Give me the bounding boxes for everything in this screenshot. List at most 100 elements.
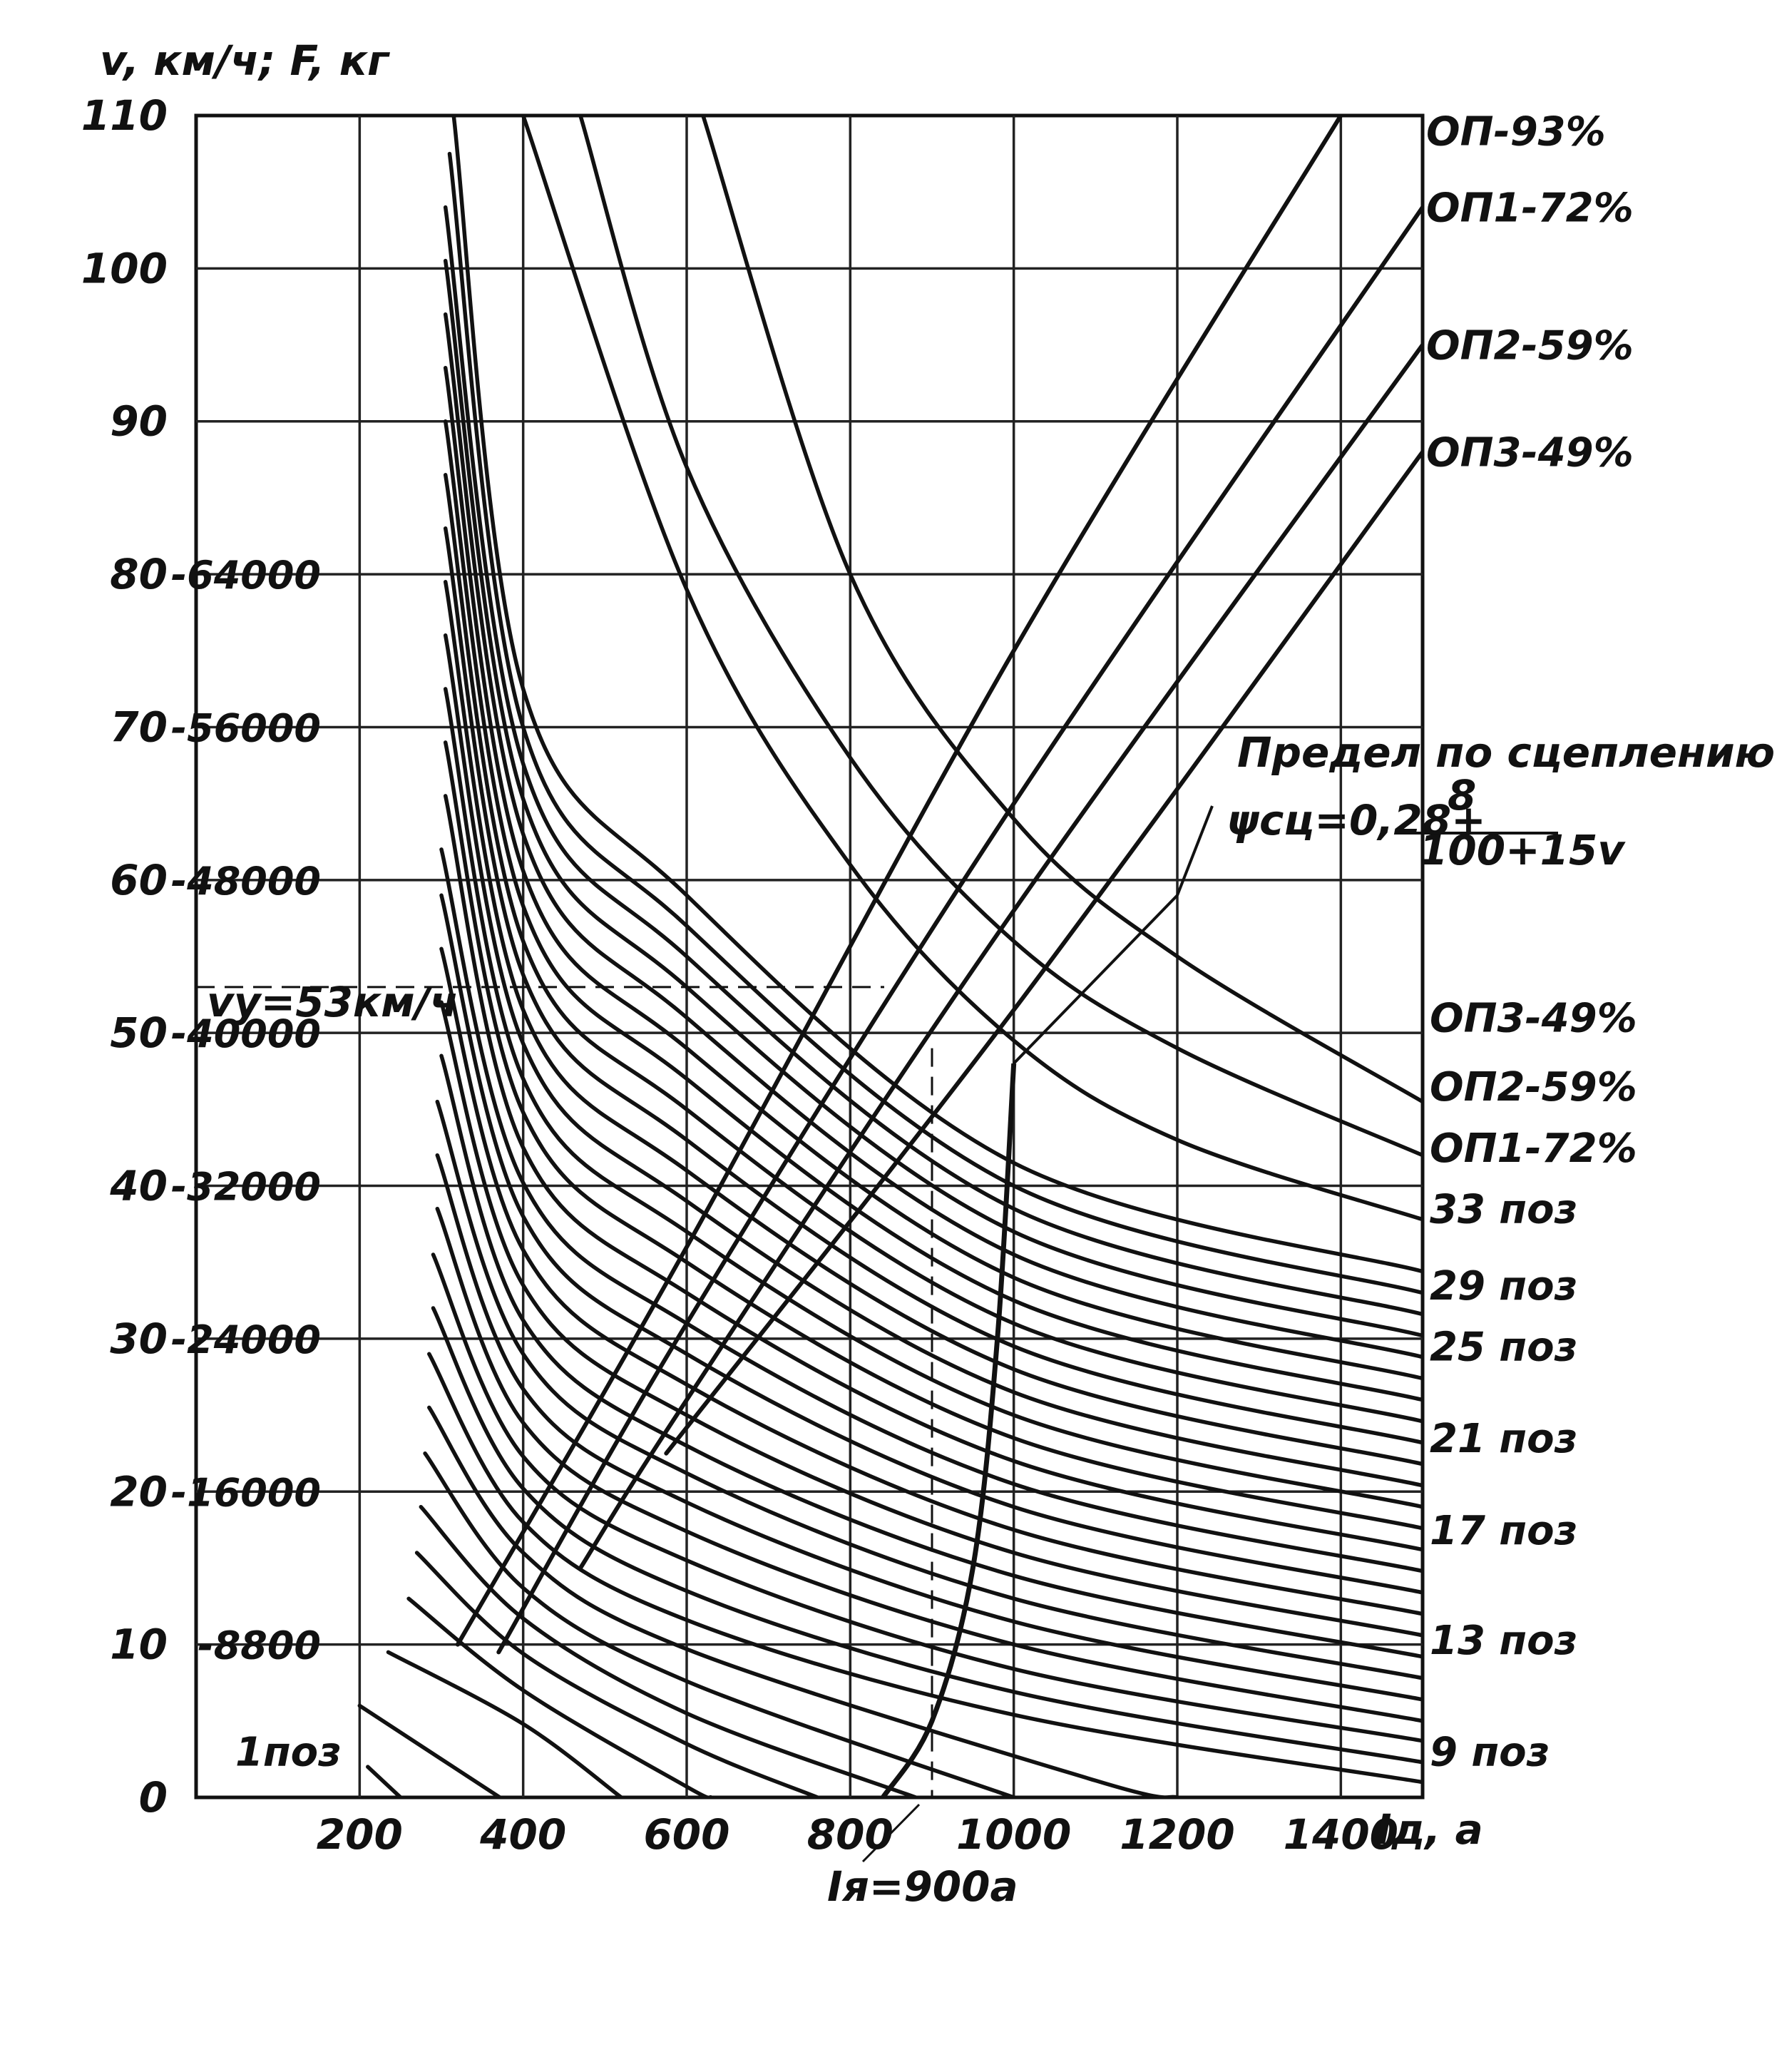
speed-curve-label: 21 поз bbox=[1430, 1416, 1577, 1462]
speed-curve bbox=[451, 116, 1423, 1274]
speed-curve bbox=[406, 1596, 714, 1797]
speed-curves bbox=[357, 116, 1423, 1797]
speed-curve bbox=[443, 526, 1423, 1445]
adhesion-formula-lhs: ψсц=0,28+ bbox=[1227, 796, 1486, 844]
speed-curve-label: 29 поз bbox=[1430, 1263, 1577, 1310]
speed-curve-label: ОП2-59% bbox=[1430, 1064, 1637, 1111]
y-tick-label: 90 bbox=[110, 397, 168, 446]
speed-curve bbox=[443, 687, 1423, 1509]
x-tick-label: 1400 bbox=[1284, 1810, 1398, 1859]
force-curves bbox=[455, 116, 1423, 1655]
y-tick-label: 0 bbox=[139, 1773, 168, 1822]
speed-curve bbox=[431, 1252, 1423, 1743]
speed-curve bbox=[443, 580, 1423, 1466]
y-tick-label: 50 bbox=[110, 1009, 168, 1057]
x-tick-label: 800 bbox=[807, 1810, 893, 1859]
y-tick-label: 10 bbox=[110, 1621, 168, 1669]
speed-curve bbox=[701, 116, 1423, 1104]
grid-lines bbox=[194, 113, 1425, 1800]
speed-curve bbox=[386, 1650, 624, 1797]
speed-curve bbox=[439, 1053, 1423, 1659]
speed-curve-label: 13 поз bbox=[1430, 1618, 1577, 1664]
ia-leader bbox=[861, 1803, 921, 1863]
x-axis-label: Iд, а bbox=[1376, 1805, 1483, 1854]
speed-curve bbox=[443, 365, 1423, 1381]
plot-frame bbox=[194, 113, 1425, 1800]
force-curve bbox=[664, 449, 1423, 1456]
speed-curve bbox=[443, 312, 1423, 1359]
force-curve-label: ОП-93% bbox=[1426, 108, 1606, 155]
speed-curve bbox=[423, 1451, 1016, 1797]
speed-curve bbox=[439, 847, 1423, 1573]
x-tick-label: 600 bbox=[643, 1810, 729, 1859]
force-tick-label: -32000 bbox=[171, 1165, 321, 1210]
speed-curve bbox=[366, 1765, 404, 1797]
adhesion-leader-2 bbox=[1176, 805, 1214, 896]
speed-curve-label: 17 поз bbox=[1430, 1508, 1577, 1554]
y-tick-label: 110 bbox=[81, 91, 168, 140]
speed-curve bbox=[578, 116, 1423, 1158]
speed-curve bbox=[427, 1405, 1179, 1797]
x-tick-label: 400 bbox=[479, 1810, 566, 1859]
y-tick-label: 40 bbox=[109, 1162, 168, 1210]
speed-curve bbox=[435, 1153, 1423, 1702]
speed-curve bbox=[414, 1551, 820, 1797]
speed-curve bbox=[443, 419, 1423, 1402]
speed-curve bbox=[357, 1703, 503, 1797]
x-tick-label: 1000 bbox=[956, 1810, 1071, 1859]
force-tick-label: -56000 bbox=[171, 705, 321, 750]
speed-curve-label: ОП3-49% bbox=[1430, 996, 1637, 1042]
force-tick-label: -48000 bbox=[171, 859, 321, 904]
adhesion-label: Предел по сцеплению bbox=[1237, 728, 1775, 777]
force-tick-label: -40000 bbox=[171, 1011, 321, 1056]
y-tick-label: 70 bbox=[110, 703, 168, 751]
force-tick-label: -64000 bbox=[171, 553, 321, 598]
y-tick-label: 20 bbox=[110, 1467, 168, 1516]
speed-curve bbox=[443, 633, 1423, 1488]
force-curve-label: ОП2-59% bbox=[1426, 323, 1634, 369]
y-tick-label: 60 bbox=[110, 856, 168, 904]
x-tick-label: 1200 bbox=[1120, 1810, 1234, 1859]
y-tick-label: 100 bbox=[81, 244, 168, 292]
speed-curve bbox=[427, 1352, 1423, 1785]
force-curve bbox=[578, 342, 1423, 1571]
speed-curve-label: 1поз bbox=[235, 1730, 342, 1776]
vu-annotation: vу=53км/ч bbox=[207, 978, 459, 1026]
adhesion-curve bbox=[881, 1063, 1017, 1799]
speed-curve-label: 9 поз bbox=[1430, 1730, 1550, 1776]
speed-curve bbox=[431, 1306, 1423, 1765]
y-tick-label: 80 bbox=[110, 550, 168, 598]
adhesion-formula-num: 8 bbox=[1448, 771, 1476, 820]
x-tick-label: 200 bbox=[317, 1810, 403, 1859]
y-axis-label: v, км/ч; F, кг bbox=[100, 36, 390, 85]
force-tick-label: -8800 bbox=[198, 1623, 321, 1668]
speed-curve bbox=[443, 794, 1423, 1552]
speed-curve bbox=[443, 740, 1423, 1531]
adhesion-formula-den: 100+15v bbox=[1419, 826, 1626, 874]
force-tick-label: -16000 bbox=[171, 1470, 321, 1515]
force-tick-label: -24000 bbox=[171, 1317, 321, 1362]
speed-curve bbox=[443, 205, 1423, 1317]
speed-curve bbox=[439, 946, 1423, 1616]
speed-curve bbox=[447, 151, 1423, 1295]
speed-curve bbox=[439, 893, 1423, 1595]
adhesion-leader bbox=[1013, 894, 1179, 1065]
ia-annotation: Iя=900а bbox=[827, 1862, 1018, 1911]
force-curve bbox=[455, 116, 1343, 1647]
chart-labels: 0 10 20 30 40 50 60 70 80 90 100 110 200 400 600 800 100… bbox=[81, 91, 1637, 1863]
speed-curve bbox=[435, 1099, 1423, 1680]
speed-curve bbox=[435, 1206, 1423, 1723]
speed-curve bbox=[521, 116, 1423, 1222]
speed-curve-label: 33 поз bbox=[1430, 1187, 1577, 1233]
speed-curve-label: 25 поз bbox=[1430, 1325, 1577, 1371]
force-curve bbox=[496, 205, 1423, 1655]
speed-curve-label: ОП1-72% bbox=[1430, 1126, 1637, 1172]
speed-curve bbox=[439, 1000, 1423, 1638]
force-curve-label: ОП1-72% bbox=[1426, 185, 1634, 232]
y-tick-label: 30 bbox=[110, 1315, 168, 1363]
force-curve-label: ОП3-49% bbox=[1426, 430, 1634, 476]
speed-curve bbox=[443, 473, 1423, 1424]
adhesion-limit-curve bbox=[881, 805, 1214, 1799]
speed-curve bbox=[419, 1504, 918, 1797]
